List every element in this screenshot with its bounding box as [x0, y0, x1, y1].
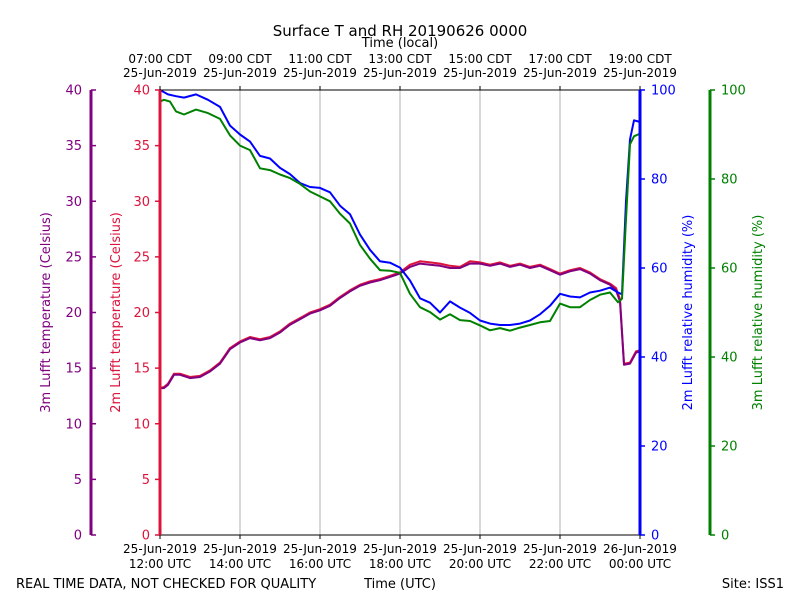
- axis-rh3m: 0 20 40 60 80 100 3m Lufft relative humidity (…: [708, 84, 766, 544]
- axis-tick-label-rh3m: 80: [721, 173, 738, 188]
- axis-tick-label-rh3m: 20: [721, 440, 738, 455]
- x-gridlines: [239, 90, 561, 535]
- bottom-tick-date: 25-Jun-2019: [443, 542, 517, 556]
- bottom-tick-time: 16:00 UTC: [289, 557, 351, 571]
- quality-disclaimer: REAL TIME DATA, NOT CHECKED FOR QUALITY: [16, 577, 316, 592]
- axis-tick-label-rh2m: 40: [651, 351, 668, 366]
- series-line-rh2m: [159, 89, 641, 326]
- top-axis-label: Time (local): [361, 36, 438, 51]
- axis-tick-label-t2m: 25: [133, 250, 150, 265]
- axis-tick-label-t3m: 35: [65, 139, 82, 154]
- site-label: Site: ISS1: [722, 577, 784, 592]
- axis-tick-label-rh2m: 100: [651, 84, 676, 99]
- axis-tick-label-rh3m: 60: [721, 262, 738, 277]
- axis-t3m: 0 5 10 15 20 25 30 35 40 3m Lufft temperature (Ce…: [39, 84, 96, 544]
- axis-tick-label-rh3m: 0: [721, 529, 729, 544]
- bottom-tick-date: 25-Jun-2019: [363, 542, 437, 556]
- bottom-tick-time: 14:00 UTC: [209, 557, 271, 571]
- axis-tick-label-t3m: 30: [65, 195, 82, 210]
- axis-rh2m: 0 20 40 60 80 100 2m Lufft relative humidity (…: [638, 84, 696, 544]
- x-axis-label: Time (UTC): [363, 577, 436, 592]
- bottom-tick-time: 00:00 UTC: [609, 557, 671, 571]
- top-tick-time: 11:00 CDT: [288, 52, 352, 66]
- top-tick-date: 25-Jun-2019: [363, 66, 437, 80]
- axis-tick-label-t3m: 0: [74, 529, 82, 544]
- series-lines: [159, 89, 641, 390]
- top-tick-time: 09:00 CDT: [208, 52, 272, 66]
- series-line-t3m: [160, 262, 641, 390]
- bottom-tick-date: 25-Jun-2019: [283, 542, 357, 556]
- axis-tick-label-t3m: 25: [65, 250, 82, 265]
- top-tick-time: 13:00 CDT: [368, 52, 432, 66]
- axis-tick-label-t3m: 15: [65, 362, 82, 377]
- top-tick-date: 25-Jun-2019: [603, 66, 677, 80]
- series-line-rh3m: [159, 98, 641, 332]
- axis-tick-label-rh2m: 20: [651, 440, 668, 455]
- axis-tick-label-t2m: 15: [133, 362, 150, 377]
- bottom-tick-date: 25-Jun-2019: [123, 542, 197, 556]
- bottom-tick-time: 18:00 UTC: [369, 557, 431, 571]
- top-tick-date: 25-Jun-2019: [203, 66, 277, 80]
- axis-tick-label-rh3m: 40: [721, 351, 738, 366]
- top-tick-time: 17:00 CDT: [528, 52, 592, 66]
- axis-tick-label-t3m: 40: [65, 84, 82, 99]
- axis-title-t2m: 2m Lufft temperature (Celsius): [109, 212, 124, 413]
- bottom-tick-date: 25-Jun-2019: [523, 542, 597, 556]
- top-tick-date: 25-Jun-2019: [443, 66, 517, 80]
- y-axes: 0 5 10 15 20 25 30 35 40 3m Lufft temperature (Ce…: [39, 84, 766, 544]
- bottom-tick-date: 25-Jun-2019: [203, 542, 277, 556]
- axis-tick-label-rh2m: 0: [651, 529, 659, 544]
- axis-title-t3m: 3m Lufft temperature (Celsius): [39, 212, 54, 413]
- top-tick-date: 25-Jun-2019: [283, 66, 357, 80]
- axis-tick-label-t2m: 10: [133, 417, 150, 432]
- top-tick-time: 19:00 CDT: [608, 52, 672, 66]
- axis-title-rh2m: 2m Lufft relative humidity (%): [681, 215, 696, 411]
- axis-tick-label-t2m: 5: [142, 473, 150, 488]
- axis-tick-label-t2m: 20: [133, 306, 150, 321]
- axis-tick-label-rh2m: 60: [651, 262, 668, 277]
- axis-tick-label-t3m: 5: [74, 473, 82, 488]
- bottom-tick-time: 12:00 UTC: [129, 557, 191, 571]
- bottom-tick-time: 20:00 UTC: [449, 557, 511, 571]
- bottom-tick-date: 26-Jun-2019: [603, 542, 677, 556]
- top-tick-date: 25-Jun-2019: [123, 66, 197, 80]
- top-tick-time: 15:00 CDT: [448, 52, 512, 66]
- axis-tick-label-t3m: 10: [65, 417, 82, 432]
- top-tick-time: 07:00 CDT: [128, 52, 192, 66]
- axis-tick-label-t2m: 30: [133, 195, 150, 210]
- axis-tick-label-t3m: 20: [65, 306, 82, 321]
- axis-tick-label-rh3m: 100: [721, 84, 746, 99]
- axis-t2m: 0 5 10 15 20 25 30 35 40 2m Lufft temperature (Ce…: [109, 84, 162, 544]
- top-tick-date: 25-Jun-2019: [523, 66, 597, 80]
- axis-tick-label-t2m: 40: [133, 84, 150, 99]
- chart-title: Surface T and RH 20190626 0000: [273, 22, 528, 40]
- axis-tick-label-t2m: 35: [133, 139, 150, 154]
- axis-tick-label-rh2m: 80: [651, 173, 668, 188]
- axis-tick-label-t2m: 0: [142, 529, 150, 544]
- bottom-tick-time: 22:00 UTC: [529, 557, 591, 571]
- axis-title-rh3m: 3m Lufft relative humidity (%): [751, 215, 766, 411]
